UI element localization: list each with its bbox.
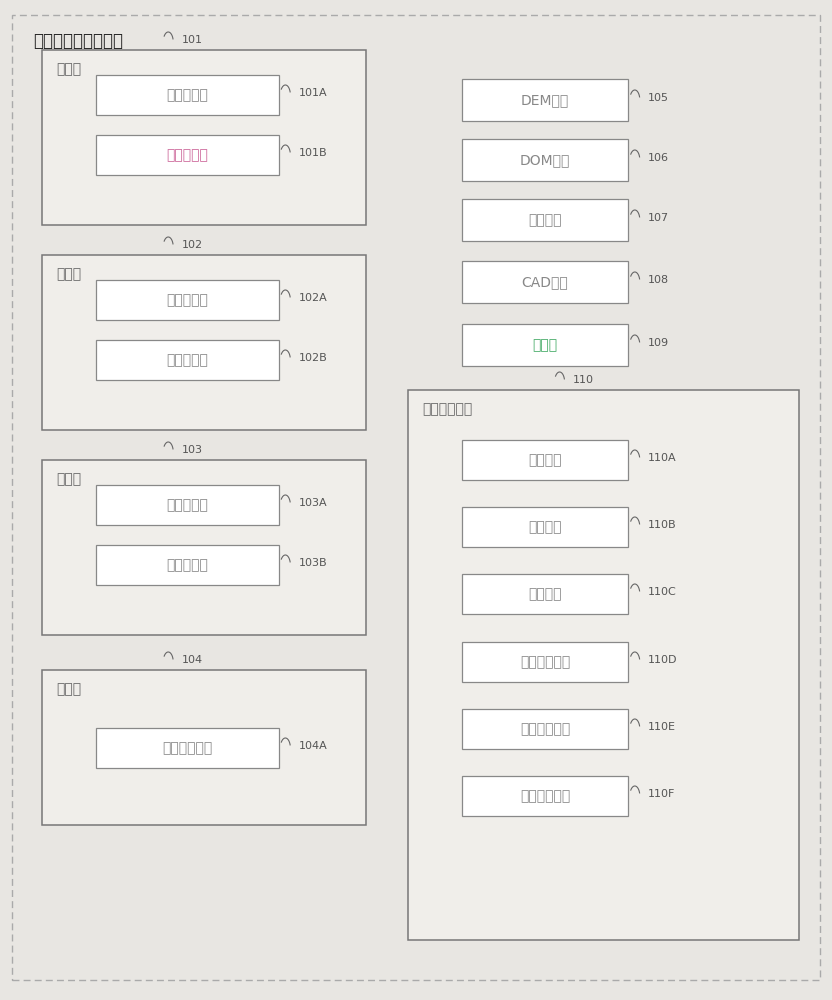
Bar	[462, 139, 628, 181]
Text: 110F: 110F	[648, 789, 676, 799]
Text: 102: 102	[181, 240, 203, 250]
Text: 其他一般对象: 其他一般对象	[520, 789, 570, 803]
Bar	[42, 50, 366, 225]
Text: 105: 105	[648, 93, 669, 103]
Bar	[42, 670, 366, 825]
Text: 二维线对象: 二维线对象	[166, 293, 208, 307]
Text: 104: 104	[181, 655, 203, 665]
Text: 三维点对象: 三维点对象	[166, 148, 208, 162]
Text: 101A: 101A	[299, 88, 327, 98]
Bar	[462, 440, 628, 480]
Text: 102A: 102A	[299, 293, 328, 303]
Text: DEM对象: DEM对象	[521, 93, 569, 107]
Bar	[96, 728, 279, 768]
Text: 109: 109	[648, 338, 669, 348]
Text: 纹理对象: 纹理对象	[528, 213, 562, 227]
Text: 三维可视化数据模型: 三维可视化数据模型	[33, 32, 123, 50]
Bar	[462, 776, 628, 816]
Text: 110: 110	[573, 375, 594, 385]
Text: 线对象: 线对象	[57, 267, 82, 281]
Text: 110E: 110E	[648, 722, 676, 732]
Bar	[462, 709, 628, 749]
Text: 城市配备对象: 城市配备对象	[520, 722, 570, 736]
Text: 三维形状实体: 三维形状实体	[162, 741, 212, 755]
Text: 102B: 102B	[299, 353, 328, 363]
Text: 104A: 104A	[299, 741, 328, 751]
Text: 103A: 103A	[299, 498, 327, 508]
Text: 107: 107	[648, 213, 669, 223]
Bar	[462, 324, 628, 366]
Bar	[408, 390, 799, 940]
Bar	[96, 340, 279, 380]
Text: 101B: 101B	[299, 148, 327, 158]
Text: 体对象: 体对象	[57, 682, 82, 696]
Text: 110C: 110C	[648, 587, 677, 597]
Text: 108: 108	[648, 275, 669, 285]
Bar	[96, 135, 279, 175]
Text: 三维线对象: 三维线对象	[166, 353, 208, 367]
Text: 106: 106	[648, 153, 669, 163]
Text: 二维面对象: 二维面对象	[166, 498, 208, 512]
Text: 103B: 103B	[299, 558, 327, 568]
Bar	[42, 460, 366, 635]
Text: 水系对象: 水系对象	[528, 587, 562, 601]
Text: 二维点对象: 二维点对象	[166, 88, 208, 102]
Bar	[462, 507, 628, 547]
Text: 点对象: 点对象	[57, 62, 82, 76]
Text: 110A: 110A	[648, 453, 676, 463]
Bar	[462, 261, 628, 303]
Text: 建筑对象: 建筑对象	[528, 453, 562, 467]
Bar	[96, 485, 279, 525]
Text: 101: 101	[181, 35, 202, 45]
Bar	[462, 79, 628, 121]
Text: 运输设备对象: 运输设备对象	[520, 655, 570, 669]
Text: CAD对象: CAD对象	[522, 275, 568, 289]
Text: 110B: 110B	[648, 520, 676, 530]
Text: DOM对象: DOM对象	[520, 153, 570, 167]
Bar	[96, 280, 279, 320]
Bar	[42, 255, 366, 430]
Bar	[96, 75, 279, 115]
Text: 主题模型对象: 主题模型对象	[423, 402, 473, 416]
Text: 三维面对象: 三维面对象	[166, 558, 208, 572]
Bar	[96, 545, 279, 585]
Text: 面对象: 面对象	[57, 472, 82, 486]
Text: 植被对象: 植被对象	[528, 520, 562, 534]
Text: 110D: 110D	[648, 655, 677, 665]
Bar	[462, 199, 628, 241]
Bar	[462, 574, 628, 614]
Text: 103: 103	[181, 445, 202, 455]
Bar	[462, 642, 628, 682]
Text: 组对象: 组对象	[532, 338, 557, 352]
